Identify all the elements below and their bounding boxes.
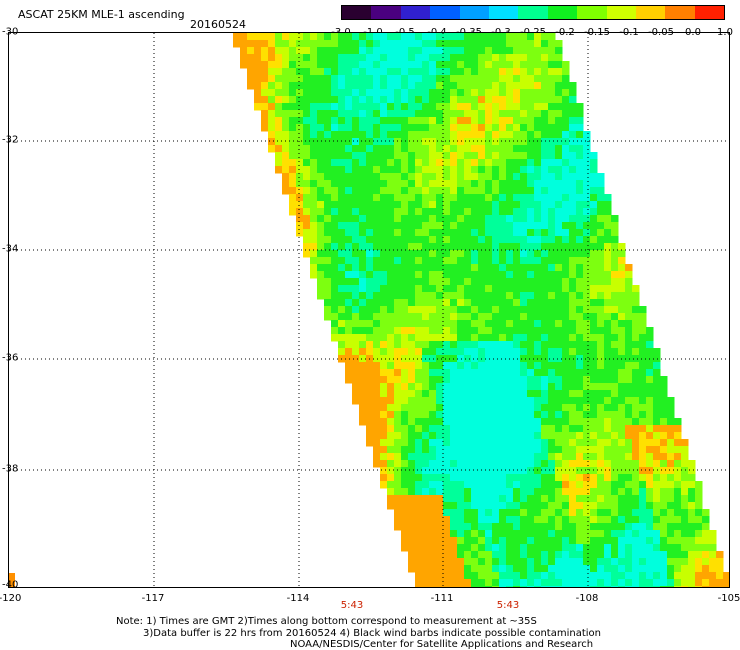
lon-label-108: -108 bbox=[575, 593, 599, 604]
colorbar bbox=[341, 5, 725, 20]
colorbar-segment bbox=[665, 6, 695, 19]
lon-label-114: -114 bbox=[286, 593, 310, 604]
lon-label-117: -117 bbox=[141, 593, 165, 604]
footer-note-2: 3)Data buffer is 22 hrs from 20160524 4)… bbox=[143, 628, 601, 639]
colorbar-segment bbox=[342, 6, 372, 19]
time-label-2: 5:43 bbox=[496, 600, 520, 611]
lat-label-30: -30 bbox=[2, 26, 19, 38]
lat-label-38: -38 bbox=[2, 463, 19, 475]
data-swath bbox=[9, 33, 729, 587]
lat-label-40: -40 bbox=[2, 579, 19, 591]
map-plot bbox=[8, 32, 730, 588]
colorbar-segment bbox=[606, 6, 636, 19]
map-title: ASCAT 25KM MLE-1 ascending bbox=[18, 8, 185, 21]
colorbar-segment bbox=[430, 6, 460, 19]
colorbar-segment bbox=[635, 6, 666, 19]
lon-label-105: -105 bbox=[717, 593, 740, 604]
colorbar-segment bbox=[488, 6, 519, 19]
map-date: 20160524 bbox=[190, 18, 246, 31]
colorbar-segment bbox=[518, 6, 548, 19]
swath-canvas bbox=[9, 33, 729, 587]
footer-note-1: Note: 1) Times are GMT 2)Times along bot… bbox=[116, 616, 537, 627]
gridlines bbox=[9, 33, 729, 587]
colorbar-segment bbox=[547, 6, 578, 19]
colorbar-segment bbox=[459, 6, 489, 19]
lon-label-111: -111 bbox=[430, 593, 454, 604]
footer-credit: NOAA/NESDIS/Center for Satellite Applica… bbox=[290, 639, 594, 650]
colorbar-segment bbox=[577, 6, 607, 19]
colorbar-segment bbox=[371, 6, 401, 19]
colorbar-segment bbox=[400, 6, 431, 19]
time-label-1: 5:43 bbox=[340, 600, 364, 611]
lat-label-32: -32 bbox=[2, 134, 19, 146]
lon-label-120: -120 bbox=[0, 593, 22, 604]
lat-label-34: -34 bbox=[2, 243, 19, 255]
colorbar-segment bbox=[694, 6, 725, 19]
lat-label-36: -36 bbox=[2, 352, 19, 364]
